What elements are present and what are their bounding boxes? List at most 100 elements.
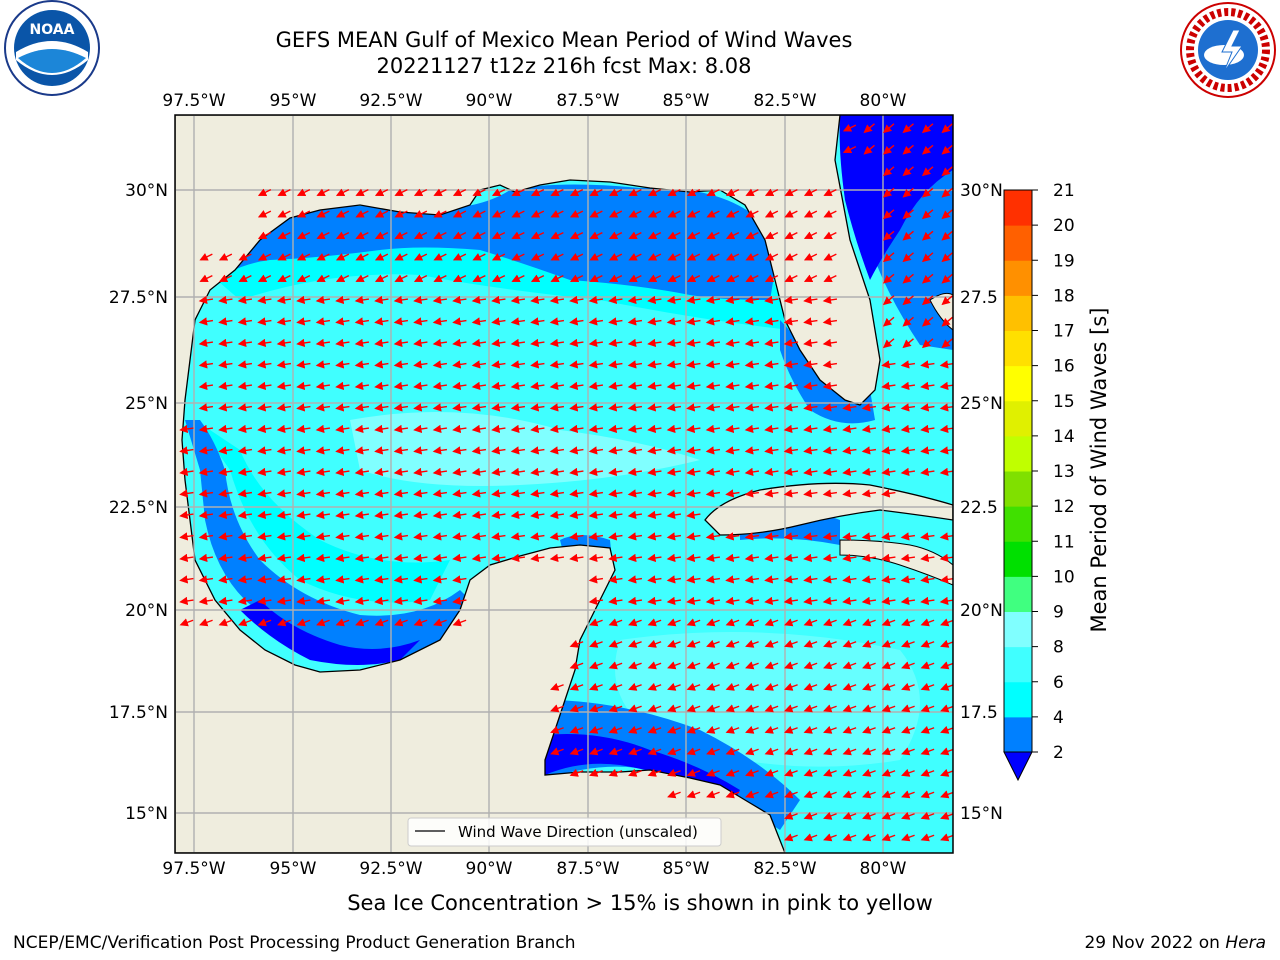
wind-arrow bbox=[335, 575, 350, 584]
wind-arrow bbox=[432, 532, 448, 541]
wind-arrow bbox=[218, 338, 233, 348]
wind-arrow bbox=[921, 295, 934, 306]
wind-arrow bbox=[686, 725, 701, 734]
wind-arrow bbox=[842, 145, 857, 154]
wind-arrow bbox=[589, 188, 603, 197]
wind-arrow bbox=[881, 489, 896, 498]
wind-arrow bbox=[471, 295, 487, 305]
wind-arrow bbox=[491, 253, 506, 261]
wind-arrow bbox=[940, 639, 953, 648]
wind-arrow bbox=[452, 553, 467, 563]
wind-arrow bbox=[257, 532, 272, 541]
wind-arrow bbox=[237, 489, 253, 498]
wind-arrow bbox=[374, 596, 389, 606]
wind-arrow bbox=[335, 446, 350, 455]
wind-arrow bbox=[452, 188, 467, 197]
wind-arrow bbox=[783, 489, 799, 498]
wind-arrow bbox=[433, 618, 447, 627]
wind-arrow bbox=[276, 596, 292, 606]
wind-arrow bbox=[823, 210, 837, 218]
wind-arrow bbox=[237, 381, 253, 391]
wind-arrow bbox=[940, 790, 953, 799]
wind-arrow bbox=[686, 790, 701, 799]
wind-arrow bbox=[803, 360, 818, 369]
wind-arrow bbox=[296, 575, 311, 584]
wind-arrow bbox=[667, 682, 681, 691]
wind-arrow bbox=[237, 403, 253, 412]
wind-arrow bbox=[589, 210, 603, 218]
wind-arrow bbox=[647, 704, 662, 713]
wind-arrow bbox=[296, 381, 311, 391]
wind-arrow bbox=[862, 661, 876, 670]
wind-arrow bbox=[276, 317, 292, 326]
wind-arrow bbox=[725, 704, 740, 713]
wind-arrow bbox=[296, 338, 311, 348]
wind-arrow bbox=[920, 639, 935, 648]
wind-arrow bbox=[237, 317, 253, 326]
wind-arrow bbox=[549, 489, 565, 498]
wind-arrow bbox=[588, 553, 604, 563]
wind-arrow bbox=[783, 403, 799, 412]
colorbar-segment bbox=[1004, 611, 1032, 648]
wind-arrow bbox=[179, 553, 194, 563]
wind-arrow bbox=[647, 618, 662, 627]
wind-arrow bbox=[939, 446, 953, 455]
wind-arrow bbox=[335, 532, 350, 541]
wind-arrow bbox=[823, 704, 837, 713]
wind-arrow bbox=[764, 446, 779, 455]
wind-arrow bbox=[783, 532, 799, 541]
wind-arrow bbox=[882, 273, 895, 284]
wind-arrow bbox=[413, 446, 428, 455]
wind-arrow bbox=[393, 338, 409, 348]
wind-arrow bbox=[764, 596, 779, 606]
wind-arrow bbox=[647, 467, 662, 477]
wind-arrow bbox=[842, 833, 857, 842]
wind-arrow bbox=[901, 790, 915, 799]
wind-arrow bbox=[745, 618, 759, 627]
wind-arrow bbox=[393, 360, 409, 369]
wind-arrow bbox=[764, 295, 779, 305]
wind-arrow bbox=[706, 188, 720, 197]
wind-arrow bbox=[550, 682, 564, 691]
wind-arrow bbox=[374, 553, 389, 563]
wind-arrow bbox=[861, 532, 877, 541]
wind-arrow bbox=[296, 618, 311, 627]
wind-arrow bbox=[725, 188, 740, 197]
colorbar-segment bbox=[1004, 576, 1032, 612]
wind-arrow bbox=[667, 725, 681, 734]
wind-arrow bbox=[706, 704, 720, 713]
wind-arrow bbox=[296, 317, 311, 326]
lon-label-top: 92.5°W bbox=[359, 91, 422, 111]
wind-arrow bbox=[939, 403, 953, 412]
lat-label-right: 27.5 bbox=[960, 288, 998, 308]
colorbar-segment bbox=[1004, 295, 1032, 331]
wind-arrow bbox=[862, 833, 876, 842]
wind-arrow bbox=[589, 768, 603, 777]
wind-arrow bbox=[511, 274, 525, 283]
wind-arrow bbox=[452, 596, 467, 606]
wind-arrow bbox=[882, 209, 895, 220]
wind-arrow bbox=[882, 187, 895, 198]
wind-arrow bbox=[335, 618, 350, 627]
wind-arrow bbox=[823, 661, 837, 670]
wind-arrow bbox=[725, 596, 740, 606]
wind-arrow bbox=[725, 489, 740, 498]
wind-arrow bbox=[335, 253, 350, 261]
wind-arrow bbox=[920, 381, 935, 391]
wind-arrow bbox=[276, 489, 292, 498]
wind-arrow bbox=[745, 725, 759, 734]
wind-arrow bbox=[550, 231, 564, 240]
wind-arrow bbox=[432, 553, 448, 563]
wind-arrow bbox=[686, 747, 701, 756]
wind-arrow bbox=[335, 489, 350, 498]
lon-label-bottom: 82.5°W bbox=[753, 859, 816, 879]
wind-arrow bbox=[666, 489, 682, 498]
wind-arrow bbox=[725, 253, 740, 261]
colorbar-tick-label: 20 bbox=[1053, 216, 1075, 236]
wind-arrow bbox=[198, 338, 214, 348]
wind-arrow bbox=[862, 725, 876, 734]
wind-arrow bbox=[647, 253, 662, 261]
wind-arrow bbox=[413, 338, 428, 348]
wind-arrow bbox=[686, 424, 701, 434]
wind-arrow bbox=[608, 360, 623, 369]
